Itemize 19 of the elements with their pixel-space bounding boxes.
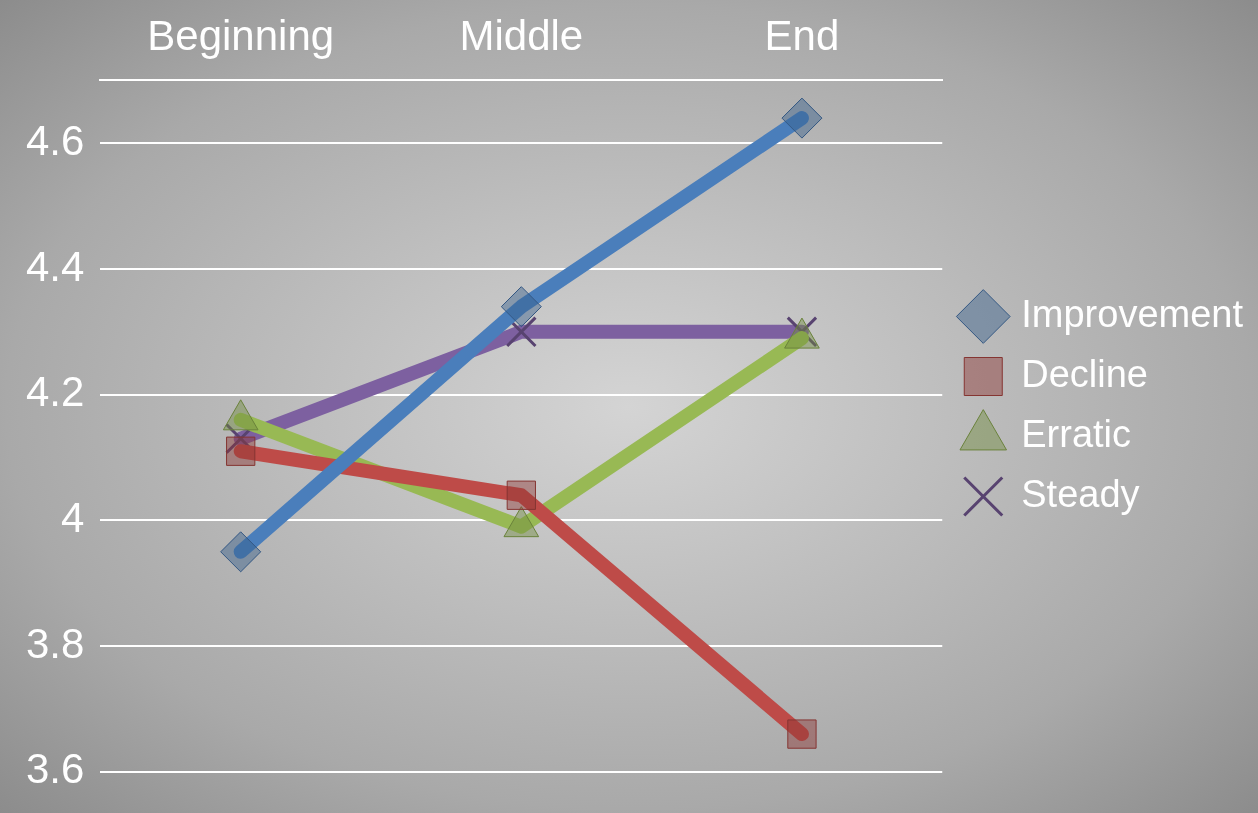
x-tick-label: End	[764, 11, 840, 59]
point	[787, 719, 817, 749]
legend-label: Improvement	[1021, 292, 1244, 335]
y-tick-label: 3.8	[26, 619, 85, 667]
legend-label: Decline	[1021, 352, 1148, 395]
y-tick-label: 4.6	[26, 116, 85, 164]
point	[220, 531, 262, 573]
x-tick-label: Beginning	[147, 11, 335, 59]
point	[500, 286, 542, 328]
legend-label: Steady	[1021, 472, 1140, 515]
legend-label: Erratic	[1021, 412, 1132, 455]
y-tick-label: 4.4	[26, 242, 85, 290]
y-tick-label: 4.2	[26, 368, 85, 416]
point	[781, 97, 823, 139]
y-tick-label: 3.6	[26, 745, 85, 793]
x-tick-label: Middle	[459, 11, 584, 59]
y-tick-label: 4	[61, 493, 85, 541]
point	[505, 316, 537, 348]
point	[506, 480, 536, 510]
